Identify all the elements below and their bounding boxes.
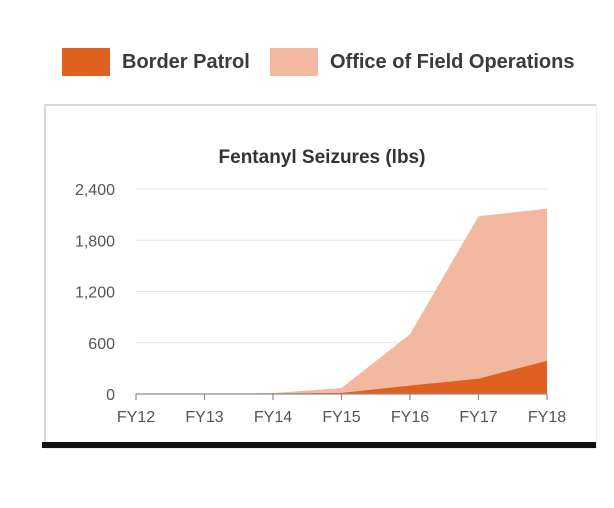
legend-swatch-border-patrol — [62, 48, 110, 76]
area-border-patrol — [136, 360, 547, 394]
legend-swatch-office-of-field-operations — [270, 48, 318, 76]
y-tick-label: 1,200 — [75, 285, 115, 302]
y-tick-label: 1,800 — [75, 233, 115, 250]
x-tick-label: FY12 — [117, 409, 155, 426]
y-tick-label: 2,400 — [75, 182, 115, 199]
legend: Border Patrol Office of Field Operations — [0, 0, 614, 100]
chart-title: Fentanyl Seizures (lbs) — [219, 147, 426, 168]
x-tick-label: FY13 — [185, 409, 223, 426]
y-tick-label: 600 — [88, 336, 115, 353]
y-tick-label: 0 — [106, 387, 115, 404]
x-tick-label: FY17 — [459, 409, 497, 426]
x-tick-label: FY16 — [391, 409, 429, 426]
legend-label-office-of-field-operations: Office of Field Operations — [330, 51, 575, 73]
x-tick-label: FY15 — [322, 409, 360, 426]
x-tick-label: FY18 — [528, 409, 566, 426]
legend-label-border-patrol: Border Patrol — [122, 51, 250, 73]
chart-bottom-border — [42, 442, 596, 448]
x-tick-label: FY14 — [254, 409, 292, 426]
area-office-of-field-operations — [136, 208, 547, 394]
